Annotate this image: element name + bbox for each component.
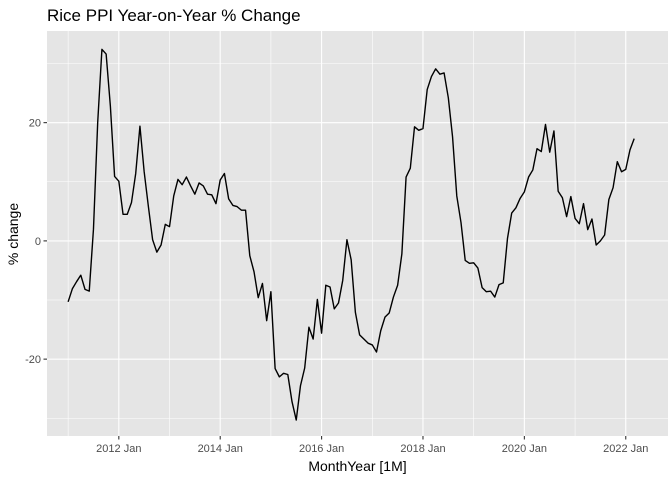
x-tick-label: 2022 Jan: [603, 443, 648, 455]
y-tick-label: -20: [25, 354, 41, 366]
x-tick-label: 2020 Jan: [502, 443, 547, 455]
y-tick-label: 20: [29, 118, 41, 130]
x-axis-title: MonthYear [1M]: [308, 458, 406, 474]
y-tick-label: 0: [35, 236, 41, 248]
x-tick-label: 2016 Jan: [299, 443, 344, 455]
x-tick-label: 2012 Jan: [96, 443, 141, 455]
y-axis-title: % change: [5, 203, 21, 265]
chart-title: Rice PPI Year-on-Year % Change: [47, 6, 301, 25]
x-tick-label: 2018 Jan: [400, 443, 445, 455]
x-tick-label: 2014 Jan: [198, 443, 243, 455]
